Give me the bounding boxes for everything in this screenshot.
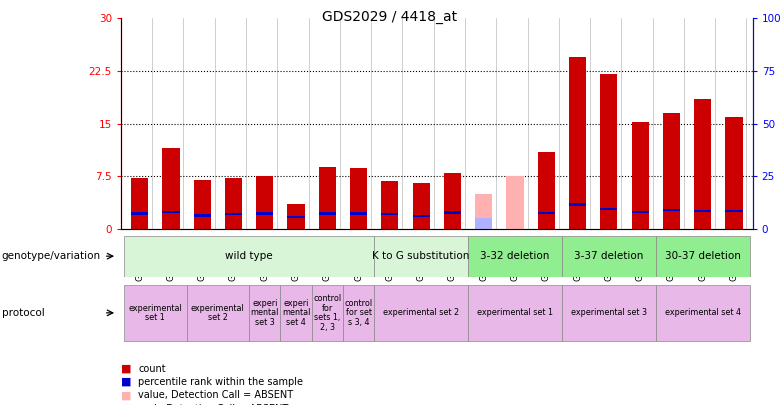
Text: experi
mental
set 4: experi mental set 4 <box>282 298 310 327</box>
Bar <box>249 285 281 341</box>
Bar <box>601 75 618 229</box>
Text: 3-32 deletion: 3-32 deletion <box>480 251 550 261</box>
Bar <box>663 209 680 211</box>
Text: protocol: protocol <box>2 308 44 318</box>
Bar <box>537 151 555 229</box>
Text: experimental set 2: experimental set 2 <box>383 308 459 318</box>
Bar <box>131 177 148 229</box>
Bar <box>319 212 336 215</box>
Bar <box>444 211 461 213</box>
Bar <box>186 285 249 341</box>
Text: ■: ■ <box>121 404 131 405</box>
Text: ■: ■ <box>121 364 131 373</box>
Bar <box>319 167 336 229</box>
Text: experimental
set 1: experimental set 1 <box>129 303 183 322</box>
Bar <box>475 217 492 229</box>
Bar <box>281 285 312 341</box>
Bar <box>343 285 374 341</box>
Bar <box>506 176 523 229</box>
Text: K to G substitution: K to G substitution <box>373 251 470 261</box>
Bar <box>694 210 711 212</box>
Bar <box>444 173 461 229</box>
Bar <box>124 236 374 277</box>
Bar <box>350 168 367 229</box>
Text: experimental set 1: experimental set 1 <box>477 308 553 318</box>
Bar <box>656 236 750 277</box>
Text: experimental set 3: experimental set 3 <box>571 308 647 318</box>
Bar <box>562 236 656 277</box>
Bar <box>413 215 430 217</box>
Bar <box>374 236 468 277</box>
Bar <box>312 285 343 341</box>
Bar <box>537 212 555 214</box>
Bar <box>131 212 148 215</box>
Bar <box>256 176 273 229</box>
Text: value, Detection Call = ABSENT: value, Detection Call = ABSENT <box>138 390 293 400</box>
Bar <box>124 285 186 341</box>
Bar <box>381 181 399 229</box>
Bar <box>601 208 618 210</box>
Bar <box>162 211 179 213</box>
Text: genotype/variation: genotype/variation <box>2 251 101 261</box>
Text: experimental
set 2: experimental set 2 <box>191 303 245 322</box>
Bar <box>475 194 492 229</box>
Bar <box>694 99 711 229</box>
Text: experimental set 4: experimental set 4 <box>665 308 741 318</box>
Bar <box>256 212 273 215</box>
Bar <box>656 285 750 341</box>
Text: percentile rank within the sample: percentile rank within the sample <box>138 377 303 387</box>
Bar <box>632 122 649 229</box>
Text: 3-37 deletion: 3-37 deletion <box>574 251 644 261</box>
Bar <box>288 216 305 218</box>
Bar <box>569 57 586 229</box>
Text: control
for set
s 3, 4: control for set s 3, 4 <box>345 298 373 327</box>
Bar <box>468 285 562 341</box>
Bar <box>663 113 680 229</box>
Bar <box>193 180 211 229</box>
Bar <box>288 204 305 229</box>
Bar <box>725 210 743 212</box>
Bar <box>374 285 468 341</box>
Text: rank, Detection Call = ABSENT: rank, Detection Call = ABSENT <box>138 404 289 405</box>
Text: count: count <box>138 364 165 373</box>
Bar <box>562 285 656 341</box>
Bar <box>225 213 242 215</box>
Text: 30-37 deletion: 30-37 deletion <box>665 251 740 261</box>
Bar <box>350 212 367 215</box>
Text: experi
mental
set 3: experi mental set 3 <box>250 298 279 327</box>
Text: wild type: wild type <box>225 251 273 261</box>
Bar <box>725 117 743 229</box>
Bar <box>632 211 649 213</box>
Bar <box>413 183 430 229</box>
Bar <box>468 236 562 277</box>
Text: GDS2029 / 4418_at: GDS2029 / 4418_at <box>322 10 458 24</box>
Bar <box>569 203 586 206</box>
Text: ■: ■ <box>121 390 131 400</box>
Bar <box>381 213 399 215</box>
Bar <box>193 214 211 217</box>
Bar <box>162 148 179 229</box>
Text: control
for
sets 1,
2, 3: control for sets 1, 2, 3 <box>314 294 342 332</box>
Text: ■: ■ <box>121 377 131 387</box>
Bar <box>225 178 242 229</box>
